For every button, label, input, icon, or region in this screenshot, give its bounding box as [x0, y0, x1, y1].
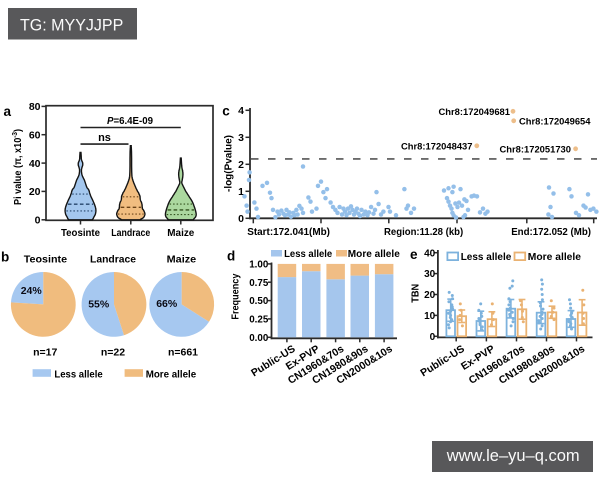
svg-text:Maize: Maize	[167, 254, 197, 266]
svg-text:Chr8:172049654: Chr8:172049654	[519, 117, 591, 128]
svg-text:End:172.052 (Mb): End:172.052 (Mb)	[511, 227, 591, 238]
svg-text:4: 4	[238, 105, 244, 117]
svg-text:0.75: 0.75	[249, 278, 269, 289]
svg-text:Chr8:172051730: Chr8:172051730	[500, 144, 572, 155]
svg-text:0: 0	[430, 332, 436, 343]
svg-text:More allele: More allele	[146, 368, 197, 380]
svg-text:20: 20	[424, 290, 436, 301]
svg-text:30: 30	[424, 269, 436, 280]
svg-text:40: 40	[424, 248, 436, 259]
svg-text:TG: MYYJJPP: TG: MYYJJPP	[20, 16, 123, 34]
svg-text:0.00: 0.00	[249, 333, 269, 344]
svg-text:Start:172.041(Mb): Start:172.041(Mb)	[247, 227, 330, 238]
svg-text:b: b	[1, 250, 9, 265]
svg-text:Chr8:172049681: Chr8:172049681	[439, 107, 511, 118]
svg-text:d: d	[227, 249, 235, 264]
svg-text:20: 20	[29, 186, 41, 198]
svg-text:More allele: More allele	[348, 249, 400, 260]
svg-text:60: 60	[29, 129, 41, 141]
svg-text:0: 0	[238, 213, 244, 225]
svg-text:66%: 66%	[156, 298, 178, 310]
svg-text:Landrace: Landrace	[111, 227, 150, 239]
svg-text:Teosinte: Teosinte	[61, 227, 100, 239]
svg-text:n=661: n=661	[168, 347, 198, 359]
svg-text:55%: 55%	[88, 298, 110, 310]
svg-text:Less allele: Less allele	[54, 368, 102, 380]
svg-text:80: 80	[29, 101, 41, 113]
svg-text:10: 10	[424, 311, 436, 322]
svg-text:40: 40	[29, 158, 41, 170]
svg-text:Region:11.28 (kb): Region:11.28 (kb)	[384, 227, 463, 238]
svg-text:a: a	[4, 104, 12, 119]
svg-text:P=6.4E-09: P=6.4E-09	[107, 115, 153, 127]
svg-text:-log(Pvalue): -log(Pvalue)	[224, 135, 235, 192]
svg-text:Chr8:172048437: Chr8:172048437	[401, 141, 473, 152]
svg-text:Less allele: Less allele	[461, 251, 512, 263]
svg-text:n=17: n=17	[33, 347, 57, 359]
svg-text:n=22: n=22	[101, 347, 125, 359]
svg-text:Maize: Maize	[167, 227, 194, 239]
svg-text:c: c	[222, 103, 230, 118]
svg-text:3: 3	[238, 132, 244, 144]
svg-text:0: 0	[35, 215, 41, 227]
svg-text:Landrace: Landrace	[90, 254, 136, 266]
svg-text:2: 2	[238, 159, 244, 171]
svg-text:0.50: 0.50	[249, 296, 269, 307]
svg-text:e: e	[410, 247, 418, 262]
svg-text:1: 1	[238, 186, 244, 198]
svg-text:1.00: 1.00	[249, 259, 269, 270]
svg-text:24%: 24%	[21, 285, 43, 297]
svg-text:TBN: TBN	[410, 284, 422, 303]
svg-text:www.le–yu–q.com: www.le–yu–q.com	[446, 447, 580, 465]
svg-text:Teosinte: Teosinte	[24, 254, 67, 266]
svg-text:Pi value (π, x10-3): Pi value (π, x10-3)	[12, 129, 24, 205]
svg-text:Less allele: Less allele	[284, 249, 333, 260]
svg-text:ns: ns	[98, 132, 111, 144]
svg-text:Frequency: Frequency	[231, 273, 242, 319]
svg-text:More allele: More allele	[528, 251, 581, 263]
svg-text:0.25: 0.25	[249, 314, 269, 325]
